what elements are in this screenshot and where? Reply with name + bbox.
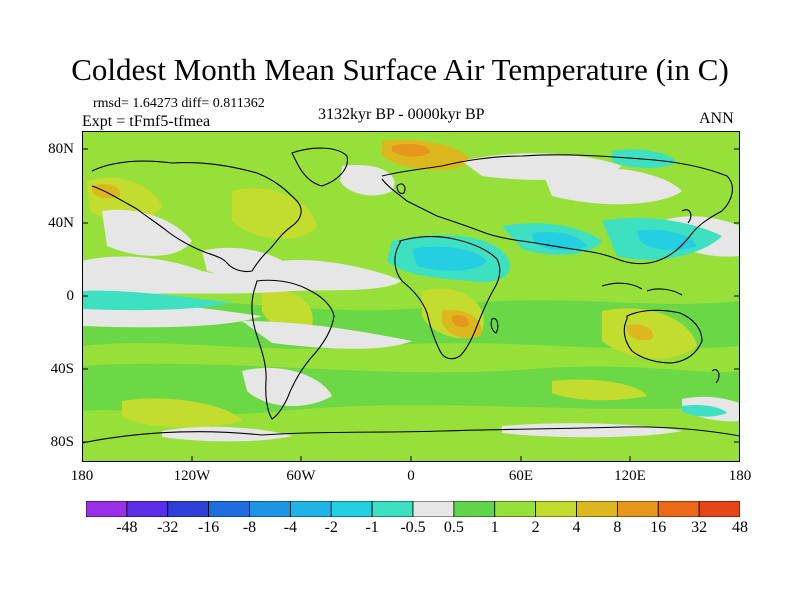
field-green-band: [82, 298, 740, 349]
lon-label: 60E: [508, 468, 534, 484]
colorbar-tick-label: 48: [732, 519, 748, 536]
colorbar-tick-label: -1: [365, 519, 379, 536]
colorbar-swatch: [249, 501, 291, 517]
colorbar-swatch: [494, 501, 537, 517]
field-neutral-area: [202, 247, 297, 278]
coast-japan: [681, 209, 692, 224]
lat-label: 40S: [50, 361, 74, 377]
temperature-anomaly-map: [82, 131, 740, 462]
colorbar-swatch: [576, 501, 618, 517]
map-title: Coldest Month Mean Surface Air Temperatu…: [71, 52, 729, 87]
colorbar-swatch: [86, 501, 128, 517]
colorbar-swatch: [657, 501, 700, 517]
field-yellow-patch: [552, 379, 647, 401]
field-cool-area: [412, 246, 487, 271]
lat-label: 0: [66, 288, 75, 304]
colorbar-tick-label: 8: [613, 519, 622, 536]
colorbar-tick-label: -0.5: [400, 519, 426, 536]
field-warm-spot: [627, 324, 653, 341]
field-warm-spot: [392, 143, 431, 157]
colorbar-tick-label: 2: [531, 519, 540, 536]
lon-label: 180: [728, 468, 752, 484]
coast-antarctica: [82, 426, 740, 444]
colorbar-swatch: [412, 501, 455, 517]
field-neutral-area: [542, 167, 682, 205]
coastlines: [82, 147, 740, 444]
colorbar-swatch: [208, 501, 250, 517]
field-neutral-area: [242, 367, 332, 407]
colorbar-tick-label: -16: [197, 519, 220, 536]
field-warm-spot: [452, 315, 469, 328]
colorbar-swatch: [289, 501, 332, 517]
colorbar-swatch: [330, 501, 373, 517]
colorbar-swatch: [616, 501, 659, 517]
coast-new-zealand: [711, 369, 720, 384]
map-canvas: [82, 131, 740, 462]
map-ticks: [82, 148, 740, 462]
colorbar-swatch: [126, 501, 169, 517]
coast-greenland: [291, 147, 348, 187]
field-neutral-area: [102, 209, 192, 256]
colorbar: [86, 501, 740, 517]
colorbar-tick-label: 16: [650, 519, 667, 536]
field-neutral-area: [242, 321, 412, 349]
lon-label: 120W: [173, 468, 211, 484]
season-label: ANN: [699, 110, 734, 127]
field-cool-area: [682, 404, 727, 417]
colorbar-tick-label: -48: [116, 519, 138, 536]
lon-label: 0: [407, 468, 415, 484]
lon-label: 120E: [614, 468, 646, 484]
colorbar-tick-label: 1: [490, 519, 499, 536]
field-neutral-area: [162, 426, 292, 442]
colorbar-tick-label: -32: [157, 519, 179, 536]
field-neutral-area: [340, 165, 395, 196]
lat-label: 80S: [50, 434, 74, 450]
coast-australia: [623, 309, 703, 364]
colorbar-swatch: [371, 501, 414, 517]
field-cool-area: [82, 290, 232, 311]
stats-text: rmsd= 1.64273 diff= 0.811362: [93, 96, 265, 111]
colorbar-tick-label: -8: [242, 519, 257, 536]
colorbar-swatch: [167, 501, 210, 517]
coast-indonesia: [601, 282, 683, 296]
field-yellow-patch: [122, 398, 242, 428]
field-cool-area: [532, 231, 587, 251]
lat-label: 80N: [48, 141, 74, 157]
field-yellow-patch: [232, 188, 317, 239]
lat-label: 40N: [48, 215, 74, 231]
coast-europe-asia: [381, 154, 733, 265]
lon-label: 60W: [286, 468, 316, 484]
coast-south-america: [251, 279, 335, 420]
coast-north-america: [91, 160, 302, 273]
coast-uk: [396, 183, 406, 195]
colorbar-swatch: [535, 501, 577, 517]
coast-africa: [394, 236, 501, 360]
colorbar-swatch: [698, 501, 740, 517]
colorbar-tick-label: 4: [572, 519, 581, 536]
coast-madagascar: [490, 317, 499, 334]
colorbar-tick-label: -2: [324, 519, 338, 536]
field-warm-spot: [92, 184, 121, 199]
colorbar-tick-label: 0.5: [443, 519, 464, 536]
colorbar-tick-label: -4: [283, 519, 298, 536]
experiment-label: Expt = tFmf5-tfmea: [82, 113, 211, 130]
colorbar-tick-label: 32: [691, 519, 708, 536]
lon-label: 180: [70, 468, 94, 484]
colorbar-swatch: [453, 501, 496, 517]
period-label: 3132kyr BP - 0000kyr BP: [318, 106, 485, 123]
